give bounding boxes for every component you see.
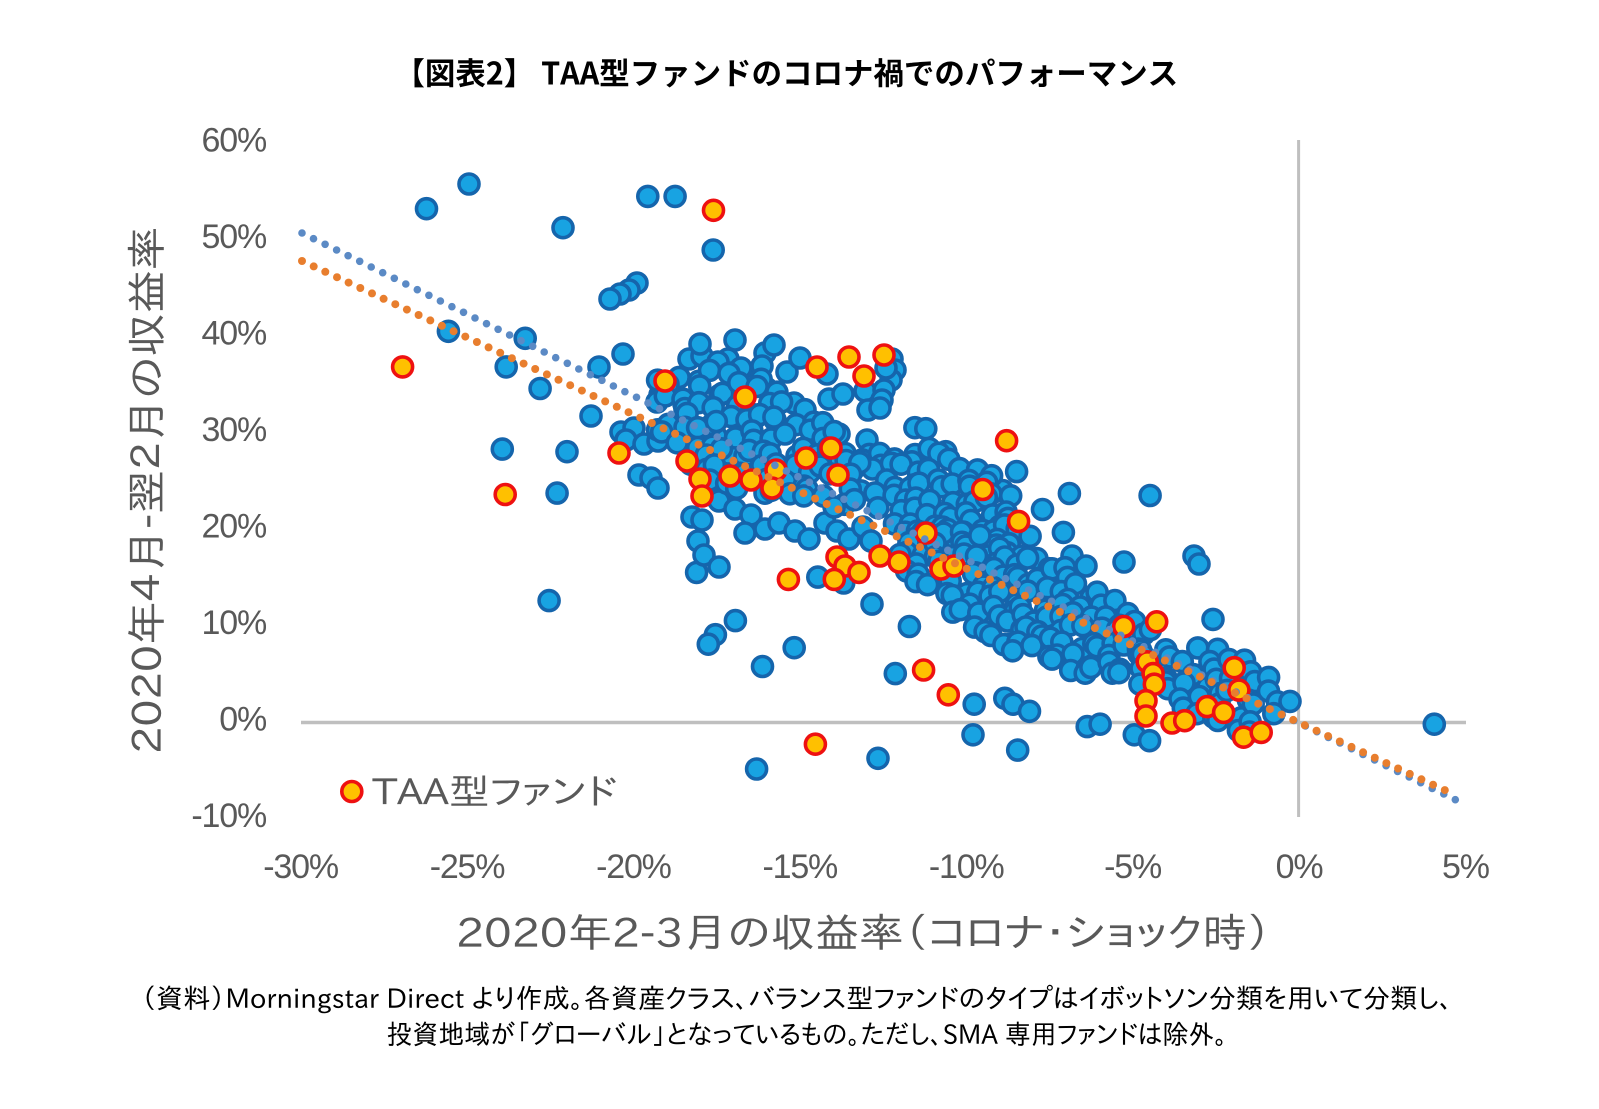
svg-text:-15%: -15%	[763, 848, 839, 886]
svg-text:-20%: -20%	[596, 848, 672, 886]
svg-text:-30%: -30%	[263, 848, 339, 886]
svg-text:0%: 0%	[1276, 848, 1324, 886]
svg-text:-5%: -5%	[1104, 848, 1162, 886]
svg-text:-10%: -10%	[929, 848, 1005, 886]
svg-text:60%: 60%	[202, 121, 267, 159]
svg-text:-25%: -25%	[430, 848, 506, 886]
svg-text:50%: 50%	[202, 218, 267, 256]
svg-text:5%: 5%	[1442, 848, 1490, 886]
svg-text:20%: 20%	[202, 507, 267, 545]
svg-text:30%: 30%	[202, 411, 267, 449]
svg-text:10%: 10%	[202, 604, 267, 642]
svg-text:40%: 40%	[202, 314, 267, 352]
svg-text:-10%: -10%	[191, 797, 267, 835]
svg-text:0%: 0%	[219, 700, 267, 738]
